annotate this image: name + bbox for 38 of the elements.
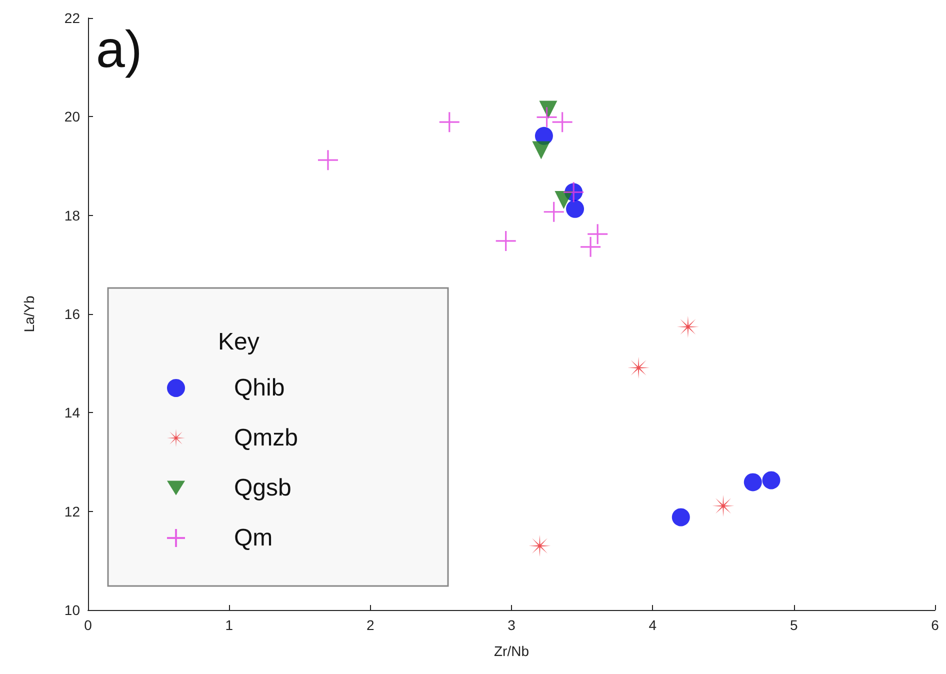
point: [586, 223, 608, 245]
legend-label: Qgsb: [234, 474, 292, 502]
y-tick-label: 12: [64, 503, 80, 520]
point: [317, 149, 339, 171]
point: [438, 111, 460, 133]
x-tick-label: 2: [366, 617, 374, 633]
legend-label: Qhib: [234, 374, 285, 402]
y-tick-label: 22: [64, 10, 80, 26]
y-tick-label: 14: [64, 404, 80, 421]
point: [552, 111, 574, 133]
x-tick-label: 5: [790, 617, 798, 633]
y-tick-label: 20: [64, 108, 80, 125]
point: [495, 230, 517, 252]
point: [528, 534, 551, 557]
x-tick-label: 1: [225, 617, 234, 633]
x-tick-label: 4: [648, 617, 657, 633]
y-tick-label: 10: [64, 602, 80, 618]
legend-title: Key: [218, 328, 260, 356]
point: [744, 473, 762, 492]
point: [580, 236, 602, 258]
point: [554, 191, 573, 210]
point: [672, 508, 690, 526]
y-tick-label: 18: [64, 207, 80, 224]
point: [762, 471, 780, 490]
point: [566, 200, 584, 218]
x-axis-title: Zr/Nb: [494, 643, 530, 659]
annotation: a): [96, 21, 142, 79]
legend-label: Qmzb: [234, 424, 298, 452]
point: [532, 141, 550, 160]
point: [712, 494, 734, 517]
point: [536, 106, 558, 128]
legend-label: Qm: [234, 524, 273, 552]
point: [543, 201, 565, 223]
x-tick-label: 0: [84, 617, 92, 633]
y-tick-label: 16: [64, 306, 80, 322]
y-axis-title: La/Yb: [21, 295, 37, 332]
x-tick-label: 6: [931, 617, 940, 633]
x-tick-label: 3: [508, 617, 516, 633]
